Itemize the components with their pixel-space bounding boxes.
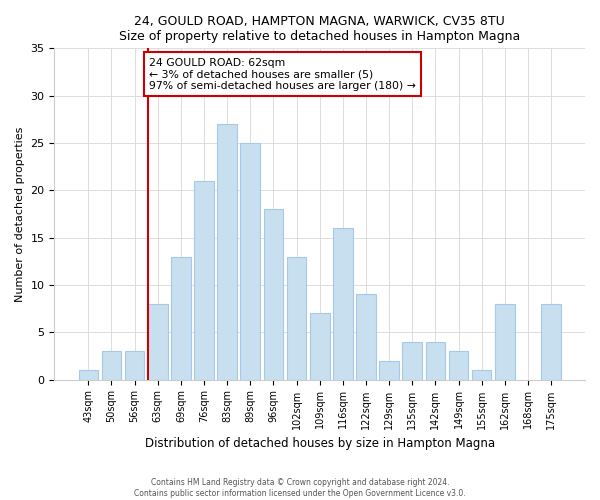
Bar <box>425 342 445 380</box>
Bar <box>333 228 353 380</box>
Bar <box>403 342 422 380</box>
X-axis label: Distribution of detached houses by size in Hampton Magna: Distribution of detached houses by size … <box>145 437 495 450</box>
Bar <box>217 124 237 380</box>
Bar <box>356 294 376 380</box>
Bar <box>541 304 561 380</box>
Bar <box>472 370 491 380</box>
Bar <box>379 360 399 380</box>
Bar <box>79 370 98 380</box>
Bar <box>263 209 283 380</box>
Text: Contains HM Land Registry data © Crown copyright and database right 2024.
Contai: Contains HM Land Registry data © Crown c… <box>134 478 466 498</box>
Bar <box>287 256 307 380</box>
Bar <box>449 351 469 380</box>
Bar <box>125 351 145 380</box>
Bar <box>194 181 214 380</box>
Bar <box>101 351 121 380</box>
Text: 24 GOULD ROAD: 62sqm
← 3% of detached houses are smaller (5)
97% of semi-detache: 24 GOULD ROAD: 62sqm ← 3% of detached ho… <box>149 58 416 91</box>
Title: 24, GOULD ROAD, HAMPTON MAGNA, WARWICK, CV35 8TU
Size of property relative to de: 24, GOULD ROAD, HAMPTON MAGNA, WARWICK, … <box>119 15 520 43</box>
Bar <box>148 304 167 380</box>
Y-axis label: Number of detached properties: Number of detached properties <box>15 126 25 302</box>
Bar <box>495 304 515 380</box>
Bar <box>241 143 260 380</box>
Bar <box>310 314 329 380</box>
Bar <box>171 256 191 380</box>
